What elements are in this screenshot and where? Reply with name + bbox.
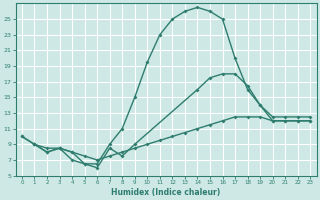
X-axis label: Humidex (Indice chaleur): Humidex (Indice chaleur) xyxy=(111,188,221,197)
